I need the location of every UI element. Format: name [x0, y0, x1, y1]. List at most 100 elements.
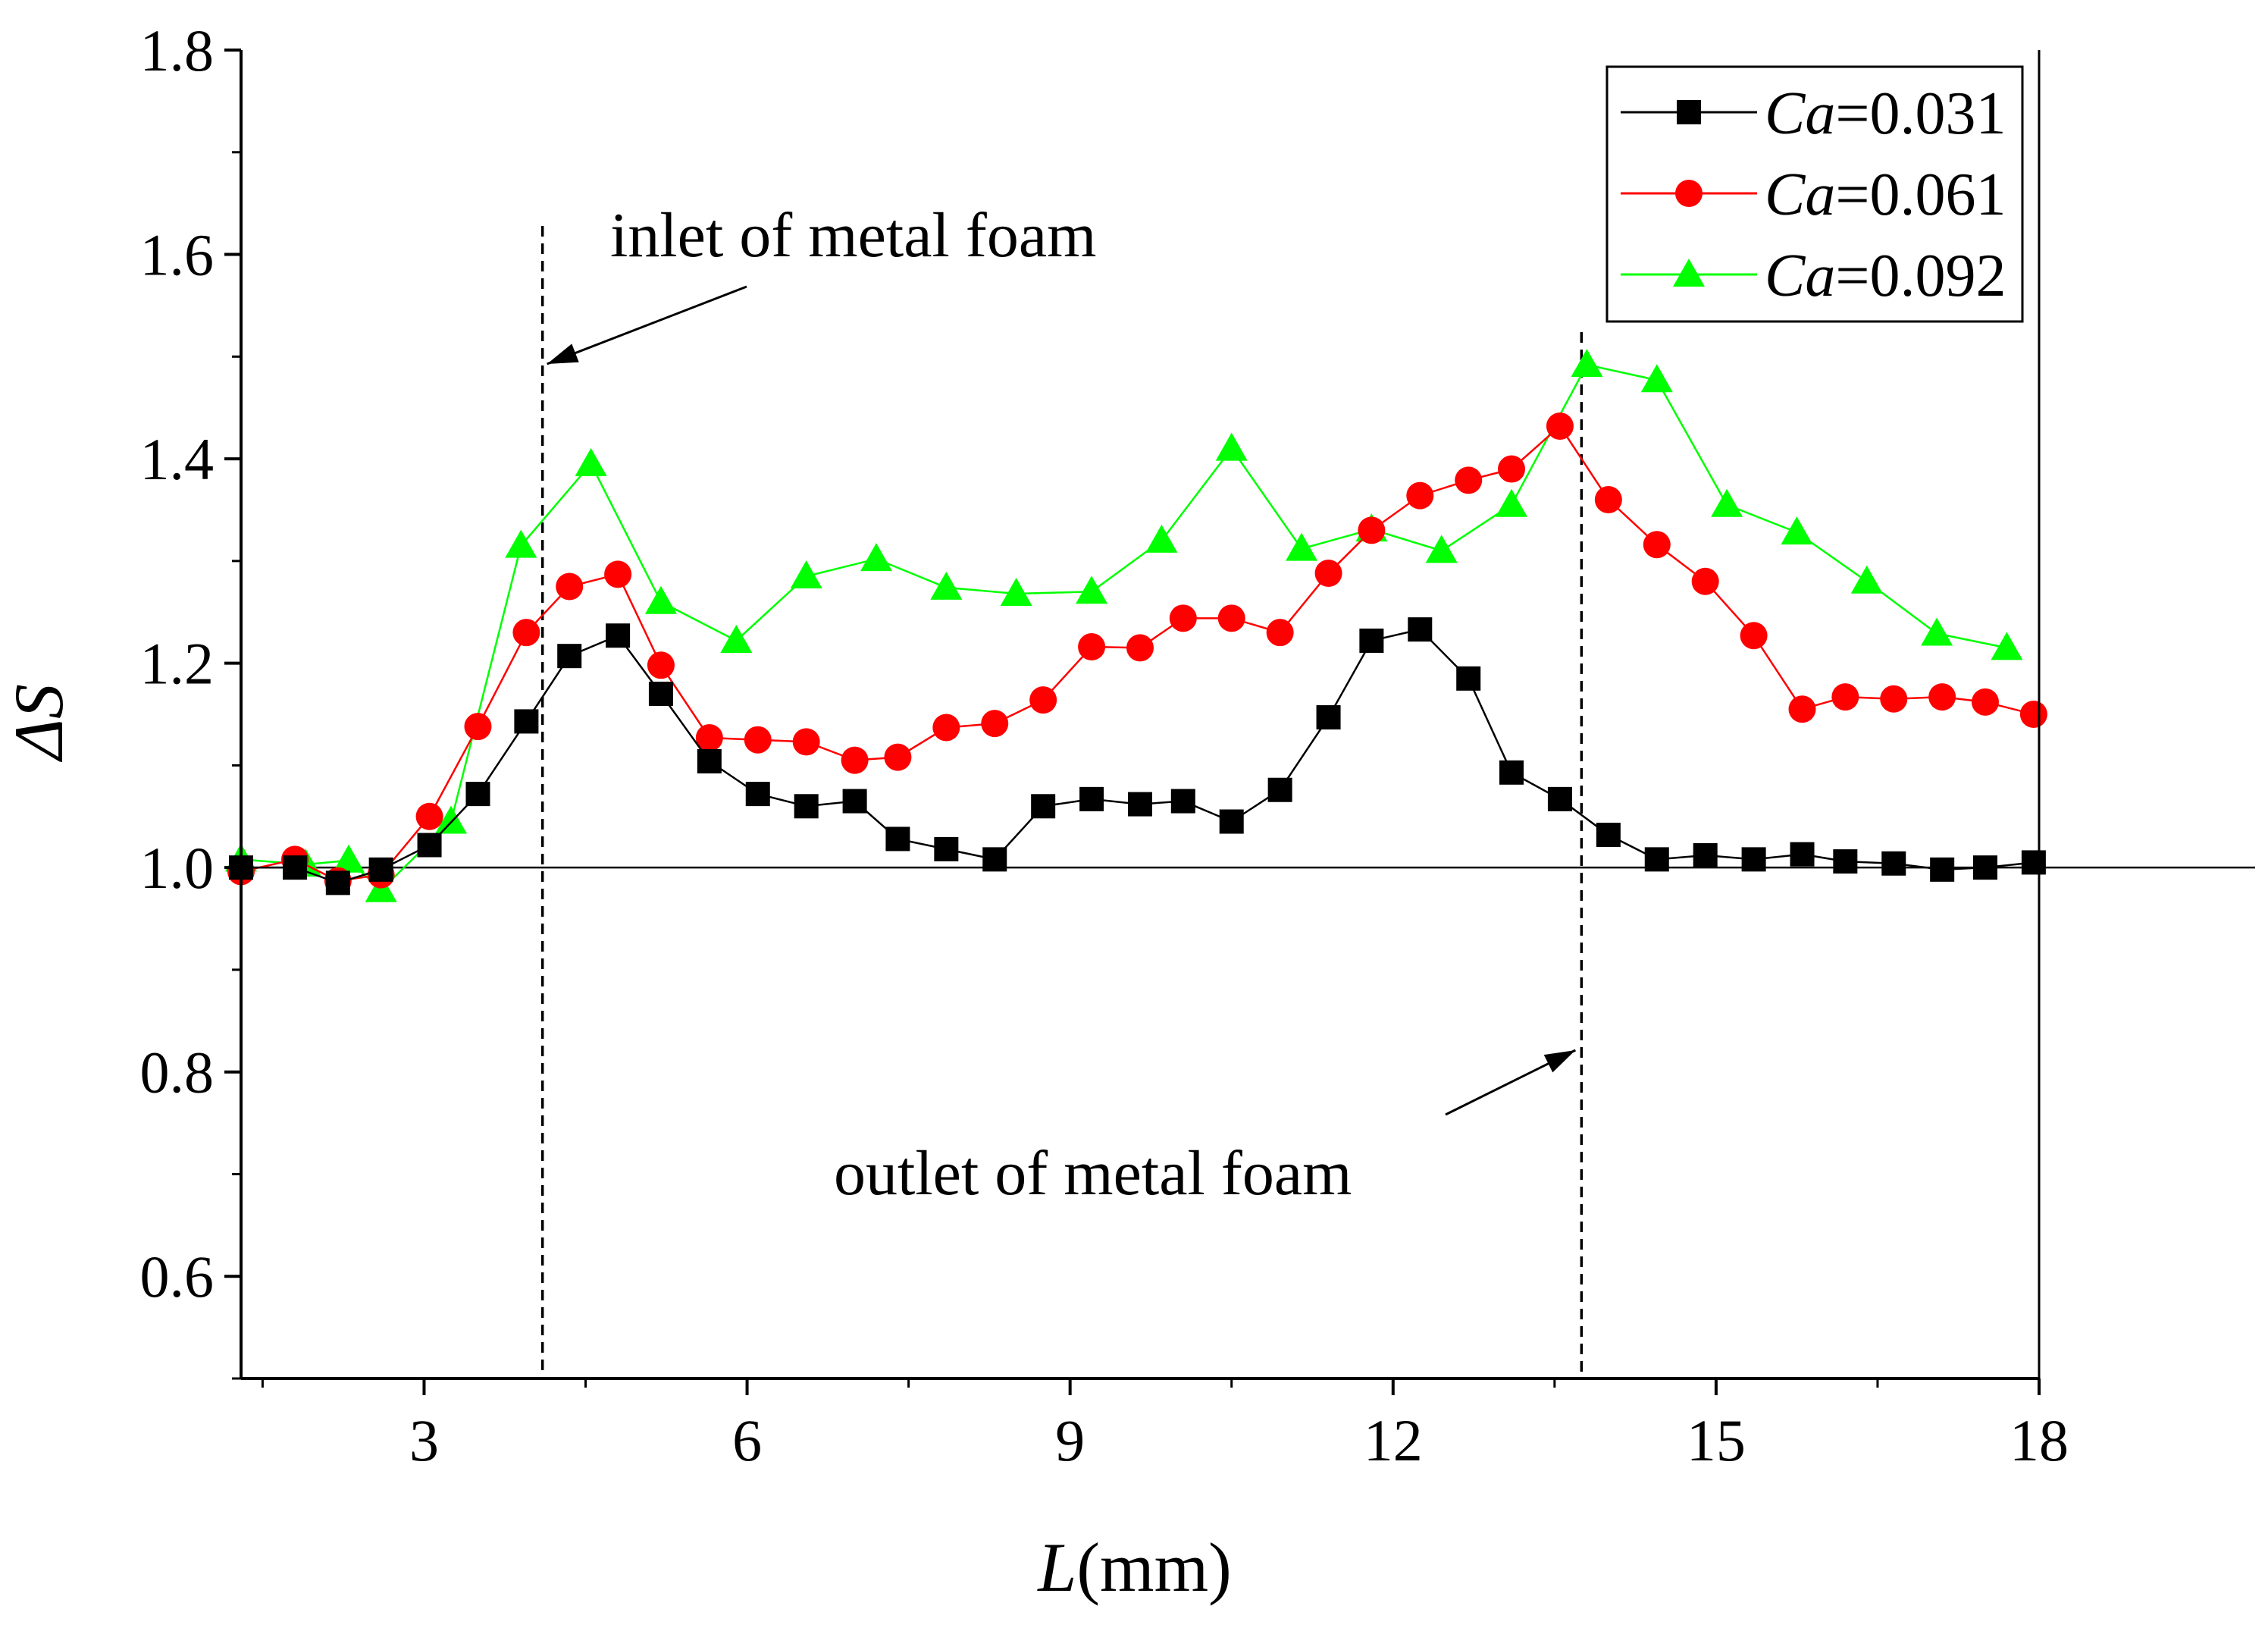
x-tick-label: 15: [1687, 1407, 1746, 1473]
data-point: [465, 782, 490, 807]
data-point: [1691, 567, 1719, 595]
data-point: [647, 651, 675, 679]
data-point: [606, 623, 631, 648]
data-point: [1266, 619, 1294, 647]
data-point: [1496, 488, 1528, 517]
outlet-arrow: [1445, 1049, 1577, 1116]
series-1: [227, 412, 2047, 895]
data-point: [1693, 842, 1718, 867]
data-point: [1921, 617, 1953, 646]
data-point: [1711, 488, 1743, 517]
data-point: [1991, 632, 2023, 660]
data-point: [604, 560, 632, 588]
data-point: [1546, 412, 1574, 440]
legend-label: Ca=0.031: [1765, 80, 2006, 147]
data-point: [1079, 786, 1104, 811]
series-layer: [225, 349, 2047, 902]
data-point: [1880, 685, 1908, 713]
data-point: [1971, 688, 1999, 716]
data-point: [744, 726, 772, 754]
data-point: [1219, 809, 1244, 834]
data-point: [1126, 634, 1154, 662]
data-point: [512, 619, 540, 647]
data-point: [1456, 666, 1481, 691]
data-point: [885, 826, 910, 852]
data-point: [2021, 850, 2046, 875]
data-point: [644, 585, 677, 614]
data-point: [1850, 565, 1883, 594]
data-point: [434, 805, 467, 834]
data-point: [1359, 628, 1384, 653]
series-0: [229, 617, 2046, 895]
data-point: [930, 571, 963, 600]
data-point: [695, 723, 723, 751]
data-point: [1145, 524, 1178, 553]
x-tick-label: 3: [409, 1407, 439, 1473]
legend-var: Ca: [1765, 243, 1835, 309]
data-point: [1781, 516, 1813, 545]
data-point: [790, 560, 822, 589]
data-point: [1972, 855, 1997, 880]
data-point: [1930, 857, 1955, 882]
data-point: [1596, 823, 1621, 848]
x-axis-variable: L: [1036, 1529, 1076, 1606]
data-point: [1170, 789, 1195, 814]
data-point: [1215, 432, 1248, 461]
data-point: [981, 710, 1009, 738]
y-tick-label: 0.8: [140, 1040, 215, 1106]
data-point: [860, 543, 893, 572]
data-point: [1643, 531, 1671, 559]
data-point: [1358, 516, 1386, 544]
data-point: [1571, 349, 1603, 378]
data-point: [648, 682, 673, 707]
legend-item-2: Ca=0.092: [1621, 243, 2006, 309]
y-axis-label: ΔS: [0, 684, 77, 763]
data-point: [557, 644, 582, 669]
legend-value: =0.031: [1835, 80, 2006, 147]
y-tick-label: 0.6: [140, 1244, 215, 1310]
data-point: [1790, 842, 1815, 867]
legend-marker-circle: [1675, 180, 1703, 207]
data-point: [1314, 560, 1342, 588]
legend-label: Ca=0.092: [1765, 243, 2006, 309]
data-point: [720, 624, 753, 653]
legend-var: Ca: [1765, 162, 1835, 228]
data-point: [1169, 604, 1197, 632]
legend-label: Ca=0.061: [1765, 162, 2006, 228]
data-point: [1000, 577, 1032, 606]
data-point: [325, 870, 350, 895]
series-line-2: [240, 363, 2007, 892]
legend-marker-triangle: [1673, 259, 1705, 287]
legend-var: Ca: [1765, 80, 1835, 147]
data-point: [1928, 683, 1956, 711]
inlet-annotation-text: inlet of metal foam: [610, 200, 1096, 271]
y-tick-label: 1.6: [140, 222, 215, 288]
data-point: [1499, 760, 1524, 785]
data-point: [556, 572, 584, 601]
data-point: [1217, 604, 1245, 632]
data-point: [1788, 695, 1816, 723]
outlet-arrow-head: [1543, 1050, 1576, 1073]
x-tick-label: 12: [1364, 1407, 1423, 1473]
data-point: [934, 836, 959, 861]
data-point: [884, 743, 912, 771]
data-point: [1029, 686, 1057, 714]
x-tick-label: 6: [732, 1407, 762, 1473]
data-point: [1031, 794, 1056, 819]
data-point: [1831, 683, 1859, 711]
data-point: [1406, 481, 1434, 510]
data-point: [1741, 847, 1766, 872]
legend-item-1: Ca=0.061: [1621, 162, 2006, 228]
data-point: [1594, 485, 1622, 513]
data-point: [1881, 851, 1906, 876]
legend-value: =0.092: [1835, 243, 2006, 309]
data-point: [575, 447, 607, 476]
data-point: [415, 802, 443, 830]
data-point: [1740, 622, 1768, 650]
data-point: [841, 746, 869, 774]
legend-item-0: Ca=0.031: [1621, 80, 2006, 147]
data-point: [745, 782, 770, 807]
data-point: [1128, 792, 1152, 817]
